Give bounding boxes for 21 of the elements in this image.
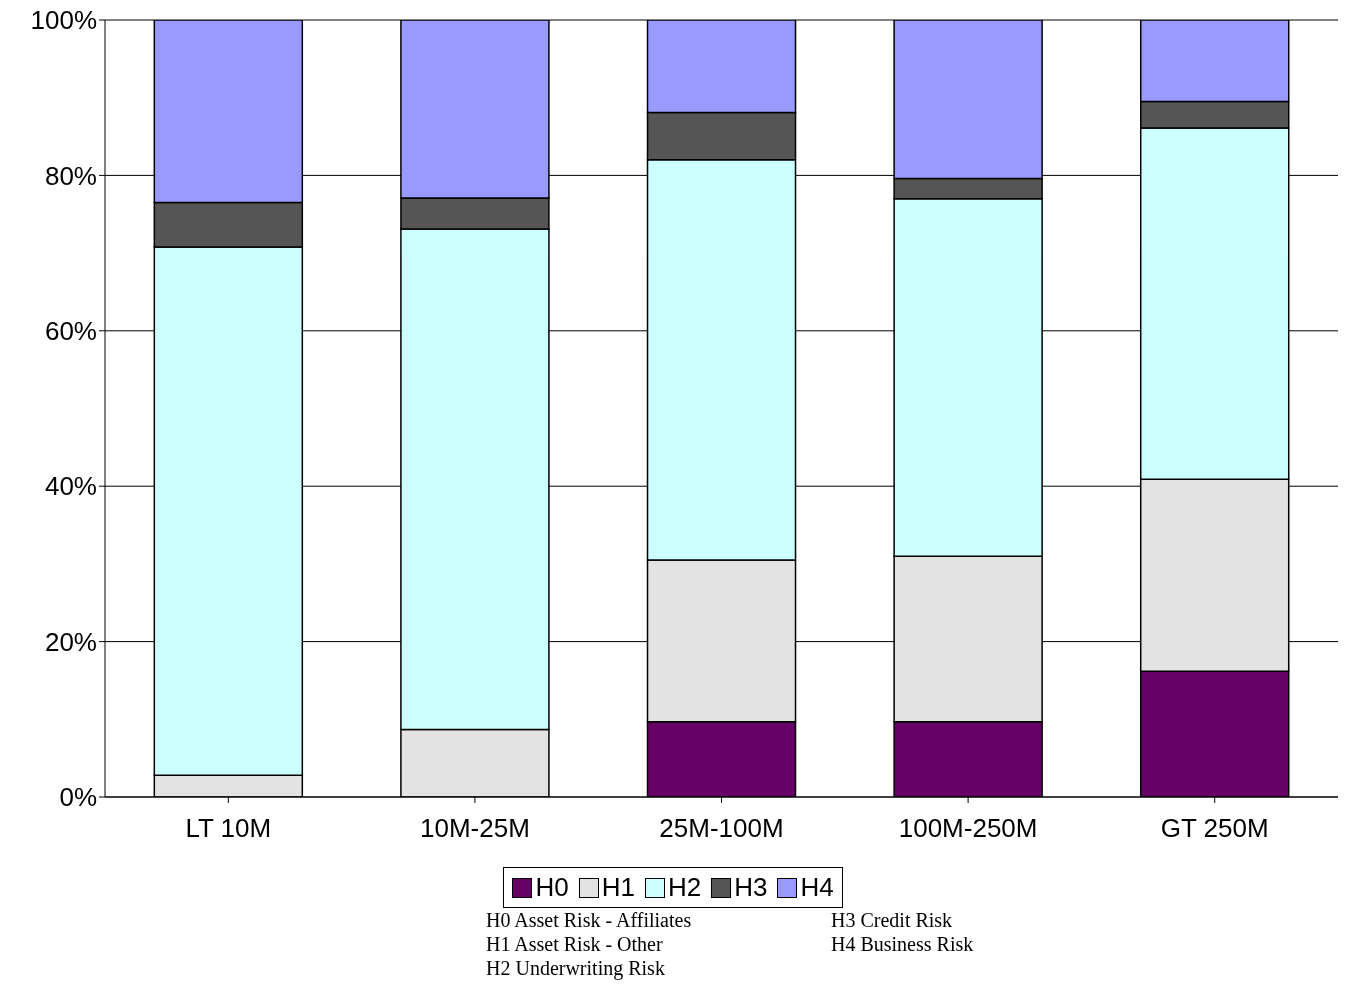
- legend-label: H4: [799, 872, 834, 903]
- legend-label: H0: [534, 872, 569, 903]
- x-tick-label: 10M-25M: [419, 813, 530, 844]
- y-tick-label: 100%: [30, 5, 97, 36]
- x-tick-label: 100M-250M: [898, 813, 1038, 844]
- y-tick-label: 0%: [59, 782, 97, 813]
- text: H4 Business Risk: [831, 932, 975, 956]
- legend-label: H1: [600, 872, 635, 903]
- legend-label: H2: [666, 872, 702, 903]
- y-tick-label: 80%: [44, 160, 97, 191]
- y-tick-label: 60%: [44, 316, 97, 347]
- text: H1 Asset Risk - Other: [486, 932, 664, 956]
- y-tick-label: 40%: [44, 471, 97, 502]
- text: H3 Credit Risk: [831, 908, 954, 932]
- x-tick-label: 25M-100M: [659, 813, 784, 844]
- x-tick-label: LT 10M: [185, 813, 272, 844]
- x-tick-label: GT 250M: [1160, 813, 1269, 844]
- text: H0 Asset Risk - Affiliates: [486, 908, 693, 932]
- text: H2 Underwriting Risk: [486, 956, 666, 980]
- y-tick-label: 20%: [44, 626, 97, 657]
- legend-label: H3: [733, 872, 768, 903]
